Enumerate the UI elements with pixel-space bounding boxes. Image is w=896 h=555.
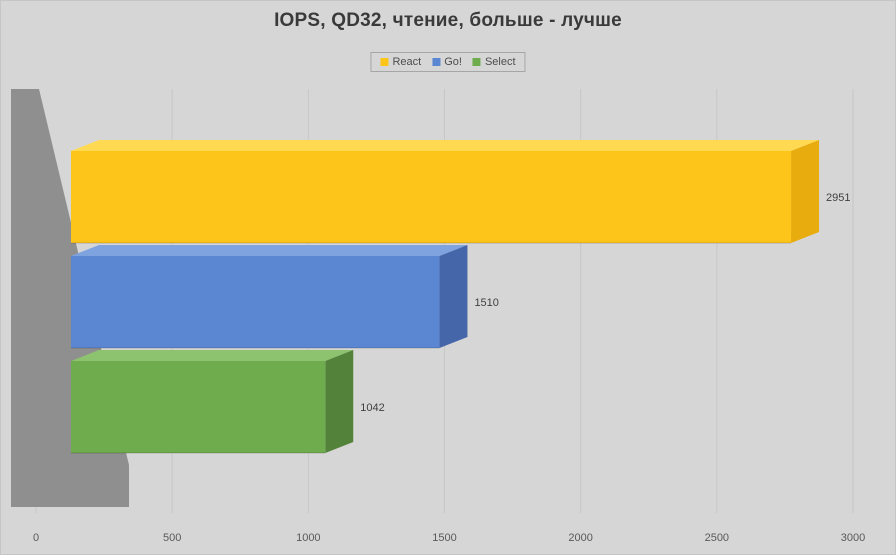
- legend-label-go: Go!: [444, 56, 462, 68]
- bar-select-front-face: [71, 361, 326, 453]
- x-tick-label: 2000: [568, 532, 592, 544]
- bar-go-front-face: [71, 256, 440, 348]
- bar-go-value-label: 1510: [474, 297, 498, 309]
- bar-go-top-face: [71, 245, 468, 256]
- x-tick-label: 0: [33, 532, 39, 544]
- legend-label-react: React: [392, 56, 422, 68]
- bar-select-end-face: [325, 350, 354, 453]
- bar-go-end-face: [439, 245, 468, 348]
- x-tick-label: 500: [163, 532, 181, 544]
- x-tick-label: 2500: [705, 532, 729, 544]
- legend-swatch-react: [380, 58, 389, 66]
- legend-swatch-go: [432, 58, 441, 66]
- legend: React Go! Select: [370, 52, 526, 72]
- bar-react-top-face: [71, 140, 820, 151]
- x-tick-label: 3000: [841, 532, 865, 544]
- bar-select-value-label: 1042: [360, 402, 384, 414]
- bar-react-end-face: [791, 140, 820, 243]
- legend-swatch-select: [472, 58, 481, 66]
- x-tick-label: 1000: [296, 532, 320, 544]
- bar-react-front-face: [71, 151, 792, 243]
- chart-title: IOPS, QD32, чтение, больше - лучше: [274, 10, 622, 31]
- x-tick-label: 1500: [432, 532, 456, 544]
- legend-item-react: React: [380, 56, 421, 68]
- legend-label-select: Select: [484, 56, 516, 68]
- bar-select-top-face: [71, 350, 354, 361]
- bar-react-value-label: 2951: [826, 192, 850, 204]
- legend-item-go: Go!: [432, 56, 462, 68]
- legend-item-select: Select: [472, 56, 516, 68]
